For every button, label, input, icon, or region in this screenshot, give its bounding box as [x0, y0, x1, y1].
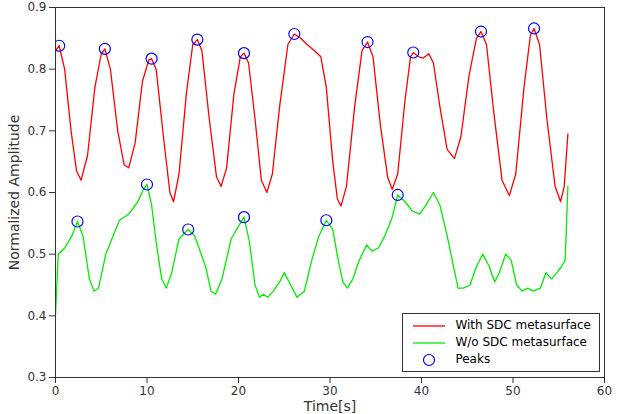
svg-text:0.4: 0.4	[27, 309, 46, 323]
svg-text:0.7: 0.7	[27, 124, 46, 138]
svg-text:60: 60	[597, 384, 612, 398]
svg-text:20: 20	[231, 384, 246, 398]
svg-text:0.6: 0.6	[27, 185, 46, 199]
html-text:W/o SDC metasurface: W/o SDC metasurface	[455, 335, 587, 349]
svg-text:30: 30	[322, 384, 337, 398]
svg-text:Time[s]: Time[s]	[303, 398, 356, 414]
svg-text:0: 0	[52, 384, 60, 398]
svg-text:0.8: 0.8	[27, 62, 46, 76]
svg-text:Normalized Amplitude: Normalized Amplitude	[6, 115, 22, 271]
svg-text:0.5: 0.5	[27, 247, 46, 261]
svg-text:0.3: 0.3	[27, 370, 46, 384]
svg-text:40: 40	[414, 384, 429, 398]
svg-text:10: 10	[139, 384, 154, 398]
html-text:Peaks: Peaks	[455, 352, 491, 366]
svg-text:0.9: 0.9	[27, 0, 46, 14]
svg-text:50: 50	[505, 384, 520, 398]
html-text:With SDC metasurface: With SDC metasurface	[455, 318, 591, 332]
